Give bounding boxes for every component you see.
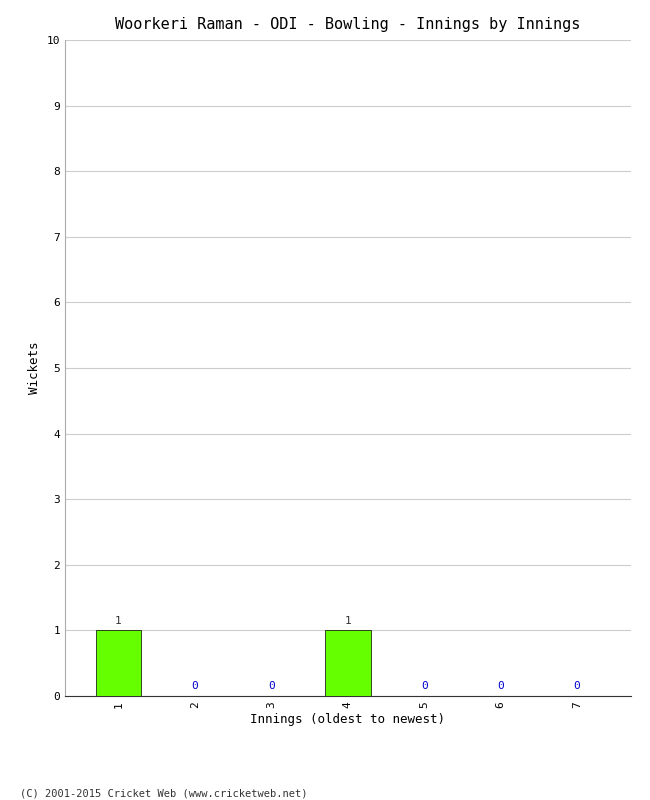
Text: 0: 0 bbox=[268, 682, 275, 691]
Bar bbox=[96, 630, 142, 696]
Text: 1: 1 bbox=[115, 616, 122, 626]
Text: 0: 0 bbox=[421, 682, 428, 691]
Text: (C) 2001-2015 Cricket Web (www.cricketweb.net): (C) 2001-2015 Cricket Web (www.cricketwe… bbox=[20, 788, 307, 798]
Bar bbox=[325, 630, 370, 696]
X-axis label: Innings (oldest to newest): Innings (oldest to newest) bbox=[250, 713, 445, 726]
Y-axis label: Wickets: Wickets bbox=[28, 342, 41, 394]
Title: Woorkeri Raman - ODI - Bowling - Innings by Innings: Woorkeri Raman - ODI - Bowling - Innings… bbox=[115, 17, 580, 32]
Text: 1: 1 bbox=[344, 616, 351, 626]
Text: 0: 0 bbox=[497, 682, 504, 691]
Text: 0: 0 bbox=[574, 682, 580, 691]
Text: 0: 0 bbox=[192, 682, 198, 691]
